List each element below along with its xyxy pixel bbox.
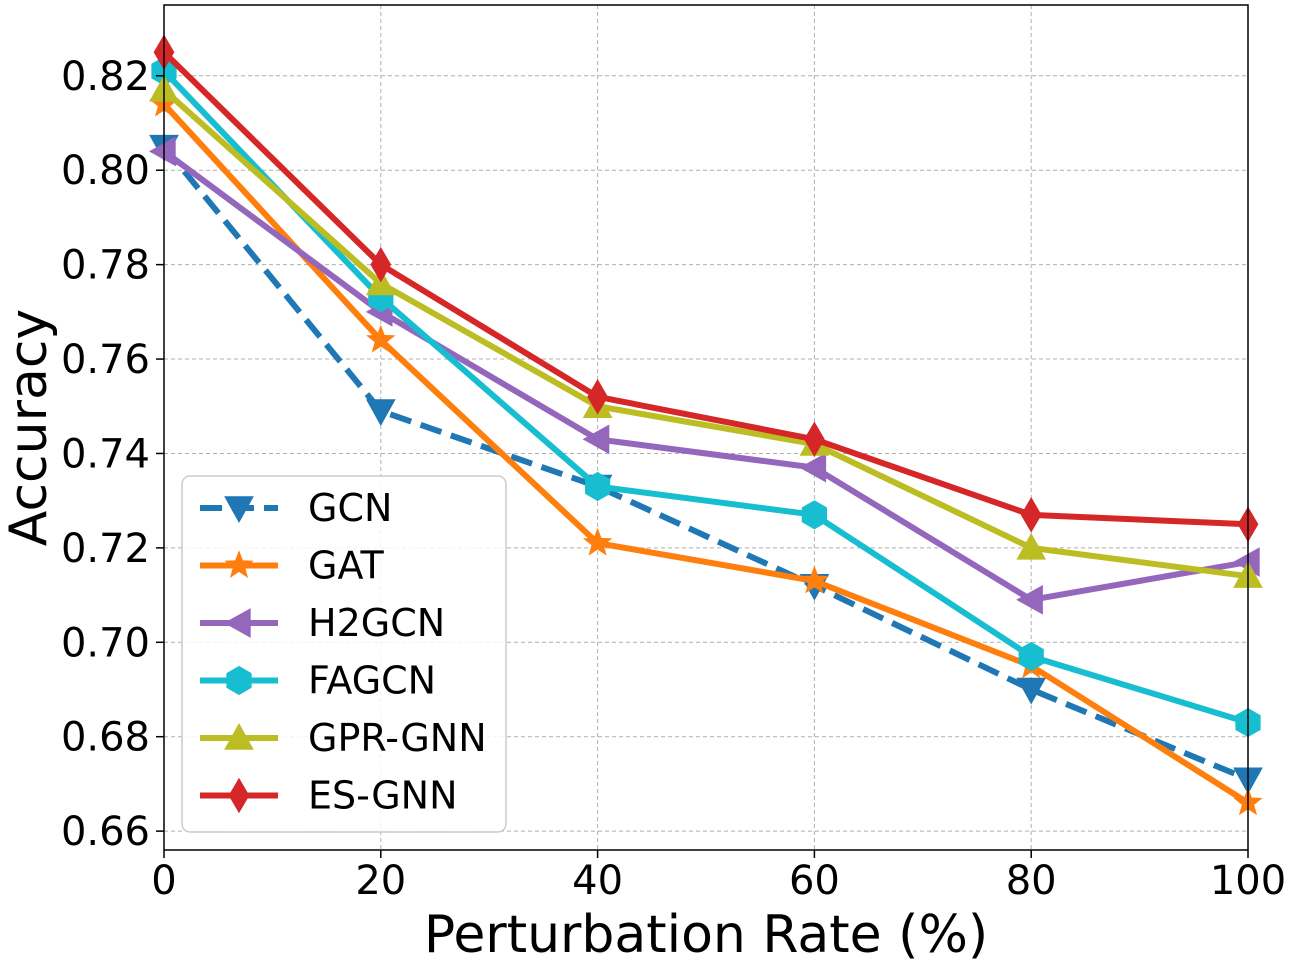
data-point-gpr-gnn [1016,532,1047,560]
x-tick-label: 60 [789,858,840,904]
legend-marker-h2gcn [223,608,251,638]
y-tick-label: 0.80 [61,148,150,194]
series-line-fagcn [161,69,1249,726]
data-point-h2gcn [1016,584,1043,615]
series-line-gcn [161,144,1250,782]
data-point-h2gcn [148,136,176,167]
series-es-gnn [153,34,1259,543]
legend-marker-gat [224,550,254,578]
series-line-h2gcn [162,148,1249,603]
legend-label-gcn: GCN [308,486,392,530]
data-point-es-gnn [804,421,825,458]
x-tick-label: 20 [355,858,406,904]
data-point-gat [366,324,396,353]
axis-ticks: 0 20 40 60 80 100 0.66 0.68 0.70 0.72 0.74 0.76 0.78… [61,54,1286,904]
y-tick-label: 0.66 [61,809,150,855]
x-tick-label: 80 [1006,858,1057,904]
grid-lines [163,5,1249,850]
y-tick-label: 0.78 [61,243,150,289]
x-axis-title: Perturbation Rate (%) [424,905,988,963]
legend-label-fagcn: FAGCN [308,659,436,703]
data-point-gat [582,527,613,556]
x-tick-label: 40 [572,858,623,904]
legend-marker-es-gnn [228,777,250,814]
y-tick-label: 0.76 [61,337,150,383]
y-tick-label: 0.72 [61,526,150,572]
legend-marker-fagcn [226,665,252,696]
data-point-es-gnn [370,246,392,283]
data-point-fagcn [801,500,828,530]
data-point-gat [799,565,830,594]
series-line-gpr-gnn [162,87,1249,580]
legend-label-es-gnn: ES-GNN [308,774,458,818]
series-line-gat [161,102,1250,806]
legend-label-gat: GAT [308,544,384,588]
legend: GCN GAT H2GCN FAGCN GPR-GNN ES-GNN [181,475,507,833]
legend-marker-gcn [224,496,254,524]
data-point-fagcn [584,471,611,502]
series-h2gcn [148,136,1260,615]
legend-marker-gpr-gnn [224,722,254,750]
y-tick-label: 0.68 [61,715,150,761]
data-point-h2gcn [582,424,610,455]
y-tick-label: 0.82 [61,54,150,100]
plot-frame [163,4,1249,851]
x-tick-label: 0 [151,858,176,904]
y-axis-title: Accuracy [0,309,59,546]
legend-label-h2gcn: H2GCN [308,601,445,645]
data-point-es-gnn [587,379,608,415]
series-layer [148,34,1263,816]
data-point-fagcn [1018,641,1044,672]
y-tick-label: 0.74 [61,431,150,477]
data-point-gcn [365,399,396,427]
y-tick-label: 0.70 [61,620,150,666]
x-tick-label: 100 [1210,858,1286,904]
data-point-gcn [1016,677,1047,705]
data-point-es-gnn [1020,497,1042,533]
series-line-es-gnn [161,50,1249,528]
data-point-h2gcn [799,452,827,483]
legend-label-gpr-gnn: GPR-GNN [308,716,487,760]
